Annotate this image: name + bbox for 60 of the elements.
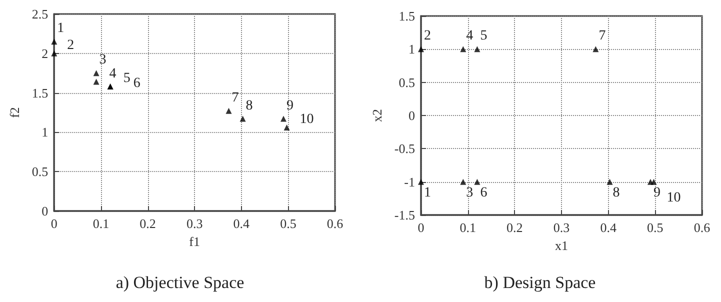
y-tick-label: 1 <box>408 42 415 57</box>
annotation: 4 <box>466 28 474 44</box>
x-tick-label: 0.4 <box>233 216 250 231</box>
y-tick-label: -1 <box>404 174 415 190</box>
x-tick-label: 0.6 <box>326 216 344 231</box>
text: b) Design Space <box>484 273 596 292</box>
annotation: 9 <box>653 185 660 200</box>
point <box>51 38 58 45</box>
annotation: 7 <box>598 28 606 44</box>
point <box>284 124 290 130</box>
y-tick-label: 2 <box>42 46 48 61</box>
annotation: 10 <box>300 112 314 127</box>
x-tick-label: 0.6 <box>694 220 711 235</box>
annotation: 10 <box>666 190 681 206</box>
y-axis-title: x2 <box>370 109 385 122</box>
annotation: 5 <box>123 70 130 86</box>
point <box>107 83 114 90</box>
y-tick-label: 1.5 <box>398 8 415 24</box>
x-tick-label: 0.2 <box>506 220 523 235</box>
x-tick-label: 0.5 <box>647 220 664 235</box>
point <box>240 116 246 122</box>
annotation: 8 <box>246 98 253 114</box>
annotation: 2 <box>67 38 74 53</box>
annotation: 5 <box>480 28 488 44</box>
y-tick-label: 0.5 <box>32 164 48 180</box>
x-tick-label: 0.5 <box>280 216 296 231</box>
annotation: 3 <box>466 185 474 200</box>
point <box>93 78 100 85</box>
x-tick-label: 0.1 <box>92 216 110 231</box>
annotation: 6 <box>133 76 140 91</box>
x-tick-label: 0.2 <box>140 216 156 231</box>
annotation: 1 <box>57 21 64 36</box>
x-tick-label: 0.3 <box>553 220 570 235</box>
y-tick-label: 1.5 <box>32 85 48 100</box>
x-axis-title: x1 <box>555 238 568 253</box>
y-tick-label: 2.5 <box>32 6 48 22</box>
y-tick-label: -1.5 <box>394 208 415 222</box>
text: a) Objective Space <box>116 273 244 292</box>
point <box>226 108 232 114</box>
y-tick-label: 0.5 <box>398 74 415 90</box>
x-tick-label: 0.1 <box>460 220 476 235</box>
point <box>280 116 287 122</box>
y-tick-label: 0 <box>42 204 48 218</box>
x-tick-label: 0.3 <box>186 216 203 231</box>
annotation: 7 <box>232 90 239 106</box>
annotation: 2 <box>424 28 431 44</box>
y-axis-title: f2 <box>7 107 22 118</box>
point <box>93 70 100 76</box>
point <box>51 50 58 56</box>
annotation: 9 <box>286 98 294 114</box>
annotation: 1 <box>424 185 431 200</box>
x-axis-title: f1 <box>189 234 200 249</box>
annotation: 8 <box>612 185 620 200</box>
annotation: 3 <box>99 52 106 68</box>
annotation: 4 <box>109 66 116 82</box>
annotation: 6 <box>480 185 488 200</box>
y-tick-label: 1 <box>42 124 48 140</box>
y-tick-label: 0 <box>408 108 415 123</box>
y-tick-label: -0.5 <box>394 141 415 156</box>
x-tick-label: 0.4 <box>600 220 617 235</box>
